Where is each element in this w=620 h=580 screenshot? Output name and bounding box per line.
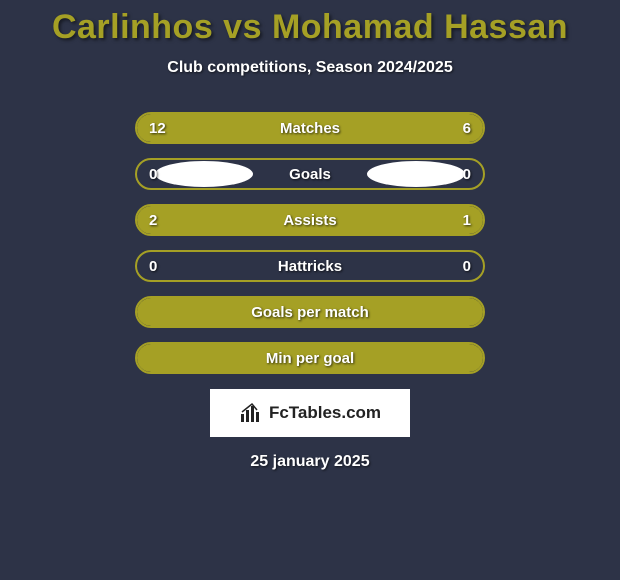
stat-bar: 0 0 Goals [135, 158, 485, 190]
stat-value-left: 2 [149, 212, 157, 229]
stat-label: Min per goal [266, 350, 354, 367]
stat-value-right: 0 [463, 166, 471, 183]
stat-label: Goals [289, 166, 331, 183]
stat-label: Assists [283, 212, 336, 229]
stat-value-right: 0 [463, 258, 471, 275]
stat-row: Min per goal [135, 335, 485, 381]
chart-icon [239, 401, 263, 425]
stat-bar: Goals per match [135, 296, 485, 328]
stat-bar: Min per goal [135, 342, 485, 374]
source-label: FcTables.com [269, 403, 381, 423]
stat-bar: 12 6 Matches [135, 112, 485, 144]
stat-rows: 12 6 Matches 0 0 Goals 2 1 Assists 0 0 Hattricks Goa… [135, 105, 485, 381]
stat-row: 0 0 Hattricks [135, 243, 485, 289]
stat-label: Hattricks [278, 258, 342, 275]
date-label: 25 january 2025 [250, 453, 369, 471]
stat-value-right: 1 [463, 212, 471, 229]
stat-value-left: 0 [149, 258, 157, 275]
stat-value-right: 6 [463, 120, 471, 137]
stat-value-left: 0 [149, 166, 157, 183]
source-badge[interactable]: FcTables.com [210, 389, 410, 437]
stat-label: Matches [280, 120, 340, 137]
page-title: Carlinhos vs Mohamad Hassan [52, 8, 568, 47]
stat-row: 2 1 Assists [135, 197, 485, 243]
stat-row: 0 0 Goals [135, 151, 485, 197]
stat-row: 12 6 Matches [135, 105, 485, 151]
stat-bar: 2 1 Assists [135, 204, 485, 236]
stat-bar: 0 0 Hattricks [135, 250, 485, 282]
stat-label: Goals per match [251, 304, 369, 321]
comparison-widget: Carlinhos vs Mohamad Hassan Club competi… [0, 0, 620, 580]
stat-row: Goals per match [135, 289, 485, 335]
stat-value-left: 12 [149, 120, 166, 137]
subtitle: Club competitions, Season 2024/2025 [167, 59, 452, 77]
